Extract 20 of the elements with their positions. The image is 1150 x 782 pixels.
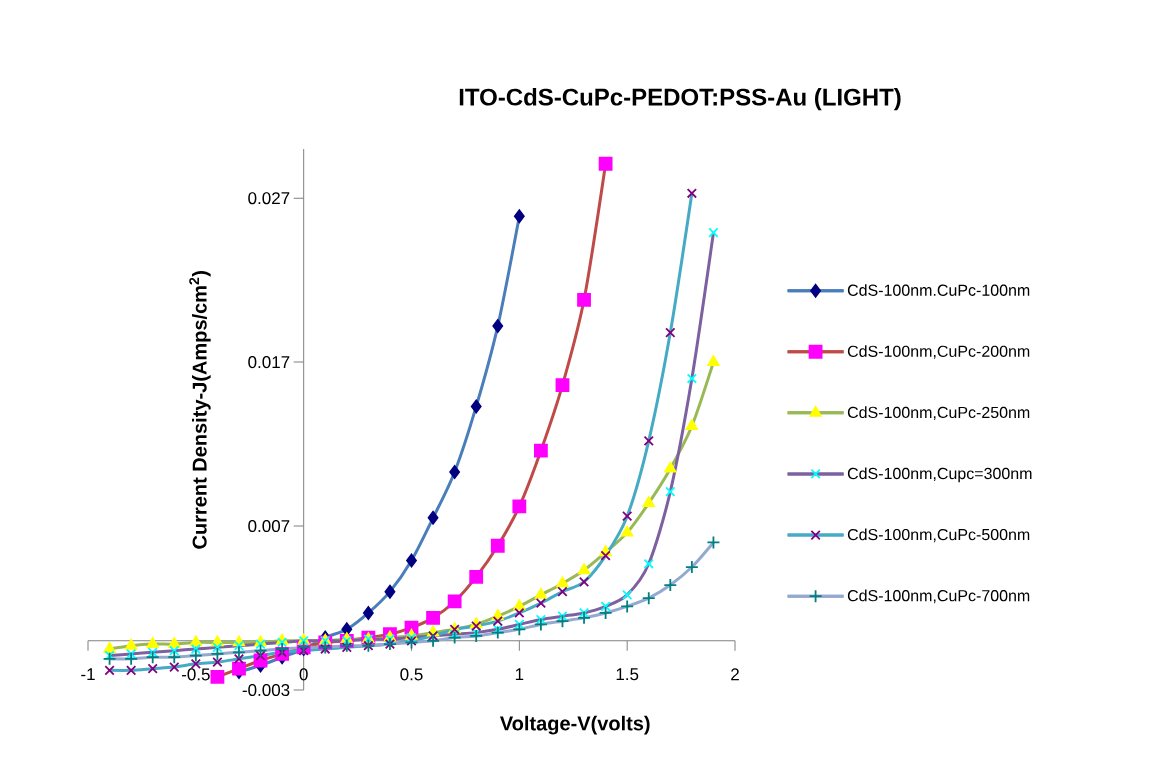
legend-label: CdS-100nm,CuPc-200nm	[847, 345, 1030, 359]
x-tick-label: 2	[731, 668, 739, 681]
x-tick-label: 1	[515, 668, 524, 681]
y-tick-label: -0.003	[242, 683, 290, 697]
y-tick-label: 0.027	[248, 192, 290, 205]
x-tick-label: -0.5	[181, 668, 210, 681]
y-axis-title: Current Density-J(Amps/cm$^{2}$)	[189, 271, 211, 549]
x-tick-label: 0.5	[400, 668, 423, 681]
x-tick-label: -1	[81, 668, 95, 681]
legend-label: CdS-100nm,CuPc-500nm	[847, 528, 1030, 543]
legend-label: CdS-100nm,CuPc-700nm	[847, 589, 1030, 604]
y-tick-label: 0.007	[248, 520, 290, 533]
chart-title: ITO-CdS-CuPc-PEDOT:PSS-Au (LIGHT)	[459, 87, 901, 111]
legend-label: CdS-100nm,CuPc-250nm	[847, 406, 1030, 420]
y-tick-label: 0.017	[248, 356, 290, 369]
x-axis-title: Voltage-V(volts)	[499, 715, 650, 735]
legend-label: CdS-100nm,Cupc=300nm	[847, 467, 1032, 483]
x-tick-label: 0	[299, 668, 308, 681]
x-tick-label: 1.5	[616, 668, 639, 681]
legend-label: CdS-100nm.CuPc-100nm	[847, 284, 1030, 296]
